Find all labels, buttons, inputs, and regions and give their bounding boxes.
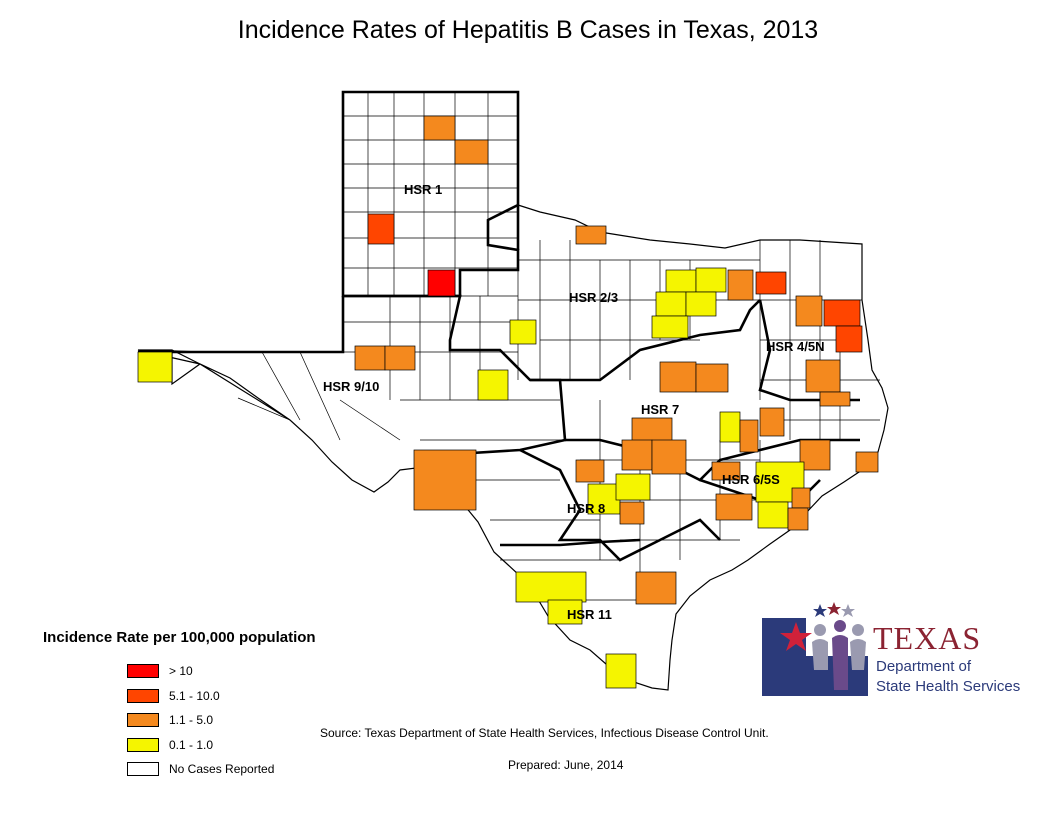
- legend-label: No Cases Reported: [169, 762, 275, 777]
- logo-small-star-icon: [827, 602, 841, 615]
- region-label: HSR 9/10: [323, 379, 379, 394]
- county-redorange: [823, 299, 861, 327]
- county-orange: [454, 139, 489, 165]
- county-orange: [413, 449, 477, 511]
- county-orange: [727, 269, 754, 301]
- county-orange: [791, 487, 811, 509]
- logo-figure-icon: [812, 639, 828, 670]
- legend-swatch: [127, 737, 159, 752]
- county-redorange: [755, 271, 787, 295]
- logo-agency-text: State Health Services: [876, 678, 1021, 695]
- county-yellow: [651, 315, 689, 339]
- county-yellow: [547, 599, 583, 625]
- county-yellow: [477, 369, 509, 401]
- legend-swatch: [127, 664, 159, 679]
- county-redorange: [367, 213, 395, 245]
- legend-item: 0.1 - 1.0: [127, 733, 274, 758]
- county-orange: [575, 225, 607, 245]
- region-label: HSR 7: [641, 402, 679, 417]
- county-yellow: [665, 269, 697, 293]
- legend-swatch: [127, 688, 159, 703]
- county-orange: [354, 345, 386, 371]
- county-yellow: [757, 501, 789, 529]
- legend-title: Incidence Rate per 100,000 population: [43, 629, 316, 646]
- county-orange: [635, 571, 677, 605]
- legend-label: 5.1 - 10.0: [169, 688, 220, 703]
- dshs-logo: [762, 602, 868, 696]
- county-orange: [423, 115, 456, 141]
- legend-label: > 10: [169, 664, 193, 679]
- logo-figure-icon: [832, 635, 848, 690]
- legend-item: 1.1 - 5.0: [127, 708, 274, 733]
- legend-item: > 10: [127, 659, 274, 684]
- logo-small-star-icon: [841, 604, 855, 617]
- prepared-date: Prepared: June, 2014: [508, 758, 624, 772]
- region-label: HSR 8: [567, 501, 605, 516]
- logo-figure-icon: [834, 620, 846, 632]
- county-orange: [711, 461, 741, 481]
- region-label: HSR 11: [567, 607, 612, 622]
- county-orange: [659, 361, 697, 393]
- region-label: HSR 1: [404, 182, 442, 197]
- county-orange: [799, 439, 831, 471]
- legend-swatch: [127, 713, 159, 728]
- region-label: HSR 2/3: [569, 290, 618, 305]
- county-orange: [819, 391, 851, 407]
- county-orange: [715, 493, 753, 521]
- county-yellow: [509, 319, 537, 345]
- legend: > 10 5.1 - 10.0 1.1 - 5.0 0.1 - 1.0 No C…: [127, 659, 274, 782]
- logo-star-icon: [780, 622, 812, 651]
- region-label: HSR 4/5N: [766, 339, 825, 354]
- legend-label: 1.1 - 5.0: [169, 713, 214, 728]
- logo-figure-icon: [852, 624, 864, 636]
- county-orange: [695, 363, 729, 393]
- county-orange: [621, 439, 653, 471]
- county-redorange: [835, 325, 863, 353]
- county-orange: [575, 459, 605, 483]
- county-orange: [855, 451, 879, 473]
- county-orange: [805, 359, 841, 393]
- logo-texas-text: TEXAS: [873, 620, 982, 656]
- county-orange: [795, 295, 823, 327]
- county-orange: [619, 501, 645, 525]
- county-yellow: [605, 653, 637, 689]
- legend-item: 5.1 - 10.0: [127, 684, 274, 709]
- county-orange: [384, 345, 416, 371]
- logo-department-text: Department of: [876, 658, 972, 675]
- county-fills: [137, 115, 879, 689]
- county-orange: [787, 507, 809, 531]
- logo-figure-icon: [850, 639, 866, 670]
- county-yellow: [137, 351, 173, 383]
- legend-label: 0.1 - 1.0: [169, 737, 214, 752]
- county-orange: [759, 407, 785, 437]
- region-label: HSR 6/5S: [722, 472, 780, 487]
- map-title: Incidence Rates of Hepatitis B Cases in …: [237, 16, 819, 44]
- county-orange: [739, 419, 759, 453]
- county-yellow: [685, 291, 717, 317]
- county-yellow: [719, 411, 741, 443]
- county-orange: [651, 439, 687, 475]
- county-yellow: [515, 571, 587, 603]
- county-yellow: [655, 291, 687, 317]
- county-yellow: [695, 267, 727, 293]
- legend-swatch: [127, 762, 159, 777]
- legend-item: No Cases Reported: [127, 757, 274, 782]
- county-red: [427, 269, 456, 297]
- county-yellow: [615, 473, 651, 501]
- source-note: Source: Texas Department of State Health…: [320, 726, 769, 740]
- logo-figure-icon: [814, 624, 826, 636]
- region-labels: HSR 1 HSR 2/3 HSR 4/5N HSR 9/10 HSR 7 HS…: [323, 182, 825, 622]
- logo-small-star-icon: [813, 604, 827, 617]
